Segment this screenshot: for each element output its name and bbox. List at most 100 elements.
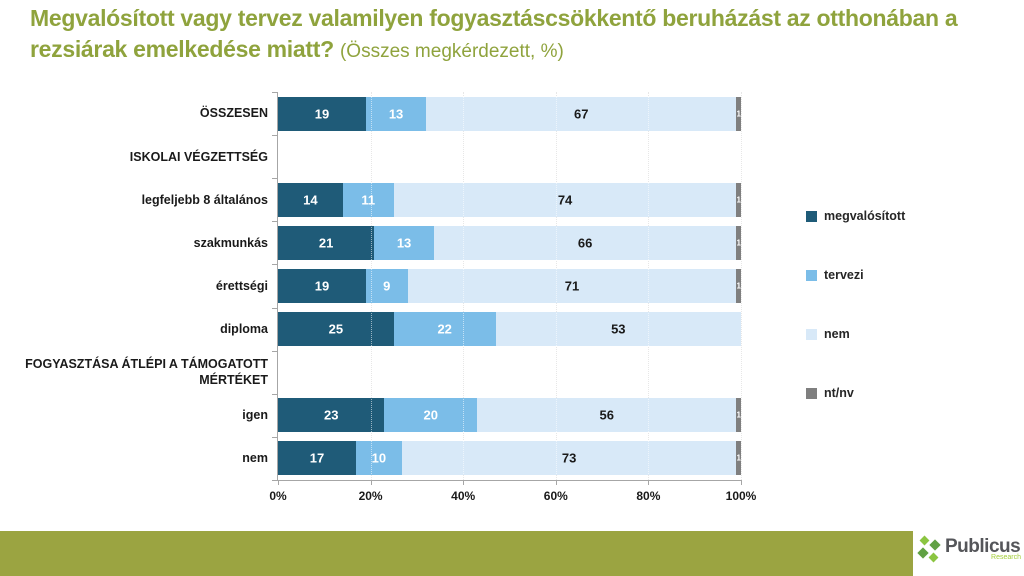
bar-segment-tervezi: 13 <box>365 96 427 131</box>
logo-brand: Publicus <box>945 536 1021 557</box>
category-group-label: FOGYASZTÁSA ÁTLÉPI A TÁMOGATOTT MÉRTÉKET <box>25 356 268 388</box>
segment-value-label: 19 <box>314 106 330 121</box>
segment-value-label: 66 <box>577 235 593 251</box>
y-axis-tick <box>272 92 277 93</box>
segment-value-label: 53 <box>611 321 626 337</box>
gridline-overlay <box>370 92 372 480</box>
category-label: igen <box>242 408 268 423</box>
segment-value-label: 22 <box>437 321 452 337</box>
gridline-overlay <box>741 92 742 480</box>
bar-segment-tervezi: 9 <box>365 268 408 303</box>
segment-value-label: 1 <box>736 238 741 248</box>
y-axis-tick <box>272 178 277 180</box>
y-axis-tick <box>272 135 277 137</box>
bar-segment-megvalstott: 23 <box>278 398 385 433</box>
segment-value-label: 9 <box>383 278 391 294</box>
x-axis-tick <box>555 479 557 485</box>
page-title-subtitle: (Összes megkérdezett, %) <box>339 41 564 62</box>
category-label: legfeljebb 8 általános <box>141 192 268 207</box>
segment-value-label: 14 <box>303 192 318 208</box>
segment-value-label: 73 <box>561 450 577 466</box>
bar-segment-ntnv: 1 <box>736 182 741 217</box>
category-label: nem <box>242 451 268 466</box>
y-axis-tick <box>272 307 277 309</box>
footer-accent-bar <box>0 531 913 576</box>
segment-value-label: 67 <box>574 106 589 121</box>
segment-value-label: 25 <box>328 321 344 337</box>
category-label: szakmunkás <box>193 235 268 250</box>
x-axis-tick <box>648 479 650 485</box>
y-axis-tick <box>272 264 277 266</box>
segment-value-label: 21 <box>318 235 334 251</box>
segment-value-label: 13 <box>396 235 412 251</box>
bar-segment-nem: 74 <box>393 182 737 217</box>
x-axis-label: 80% <box>636 488 661 503</box>
publicus-logo: Publicus Research <box>917 533 1021 573</box>
segment-value-label: 1 <box>736 109 741 118</box>
bar-segment-megvalstott: 14 <box>278 182 343 217</box>
x-axis-label: 60% <box>543 488 568 503</box>
y-axis-tick <box>272 479 277 481</box>
x-axis-label: 20% <box>358 488 383 503</box>
segment-value-label: 1 <box>736 195 741 205</box>
segment-value-label: 1 <box>736 410 741 420</box>
x-axis <box>277 479 742 481</box>
x-axis-tick <box>463 479 465 485</box>
segment-value-label: 1 <box>736 281 741 291</box>
bar-segment-nem: 71 <box>407 268 737 303</box>
publicus-logo-text: Publicus Research <box>945 536 1021 561</box>
publicus-diamonds-icon <box>917 535 941 565</box>
segment-value-label: 74 <box>557 192 573 208</box>
bar-segment-ntnv: 1 <box>736 225 741 260</box>
segment-value-label: 13 <box>388 106 404 121</box>
bar-segment-megvalstott: 21 <box>278 225 375 260</box>
category-group-label: ISKOLAI VÉGZETTSÉG <box>129 149 268 164</box>
bar-segment-tervezi: 11 <box>342 182 394 217</box>
page-title-main: Megvalósított vagy tervez valamilyen fog… <box>30 5 958 62</box>
category-label: érettségi <box>215 278 268 293</box>
bar-segment-megvalstott: 25 <box>278 312 394 346</box>
segment-value-label: 23 <box>324 407 339 423</box>
bar-segment-megvalstott: 19 <box>278 96 366 131</box>
segment-value-label: 56 <box>599 407 614 423</box>
bar-segment-nem: 53 <box>495 312 741 346</box>
y-axis-tick <box>272 393 277 395</box>
gridline-overlay <box>555 92 557 480</box>
bar-segment-tervezi: 22 <box>393 312 496 346</box>
bar-segment-ntnv: 1 <box>736 441 741 476</box>
bar-segment-ntnv: 1 <box>736 96 741 131</box>
y-axis <box>277 92 278 481</box>
gridline-overlay <box>648 92 650 480</box>
bar-segment-ntnv: 1 <box>736 268 741 303</box>
segment-value-label: 1 <box>736 453 741 463</box>
page-title: Megvalósított vagy tervez valamilyen fog… <box>30 3 990 67</box>
gridline-overlay <box>463 92 465 480</box>
x-axis-tick <box>370 479 372 485</box>
y-axis-tick <box>272 436 277 438</box>
x-axis-label: 40% <box>451 488 476 503</box>
category-label: diploma <box>220 321 268 336</box>
segment-value-label: 20 <box>423 407 439 423</box>
bar-segment-nem: 56 <box>477 398 737 433</box>
bar-segment-tervezi: 20 <box>384 398 478 433</box>
bar-segment-nem: 73 <box>401 441 737 476</box>
bar-segment-ntnv: 1 <box>736 398 741 433</box>
x-axis-tick <box>278 479 279 485</box>
bar-segment-megvalstott: 17 <box>278 441 356 476</box>
y-axis-tick <box>272 221 277 223</box>
segment-value-label: 17 <box>309 450 325 466</box>
bar-segment-nem: 66 <box>433 225 737 260</box>
x-axis-label: 0% <box>269 488 287 503</box>
segment-value-label: 71 <box>564 278 580 294</box>
x-axis-tick <box>741 479 742 485</box>
bar-segment-tervezi: 10 <box>355 441 402 476</box>
segment-value-label: 19 <box>314 278 330 294</box>
bar-segment-tervezi: 13 <box>374 225 434 260</box>
bar-segment-megvalstott: 19 <box>278 268 366 303</box>
category-label: ÖSSZESEN <box>199 106 268 121</box>
y-axis-tick <box>272 350 277 352</box>
segment-value-label: 10 <box>371 450 387 466</box>
logo-brand-sub: Research <box>991 554 1021 561</box>
segment-value-label: 11 <box>361 192 376 208</box>
